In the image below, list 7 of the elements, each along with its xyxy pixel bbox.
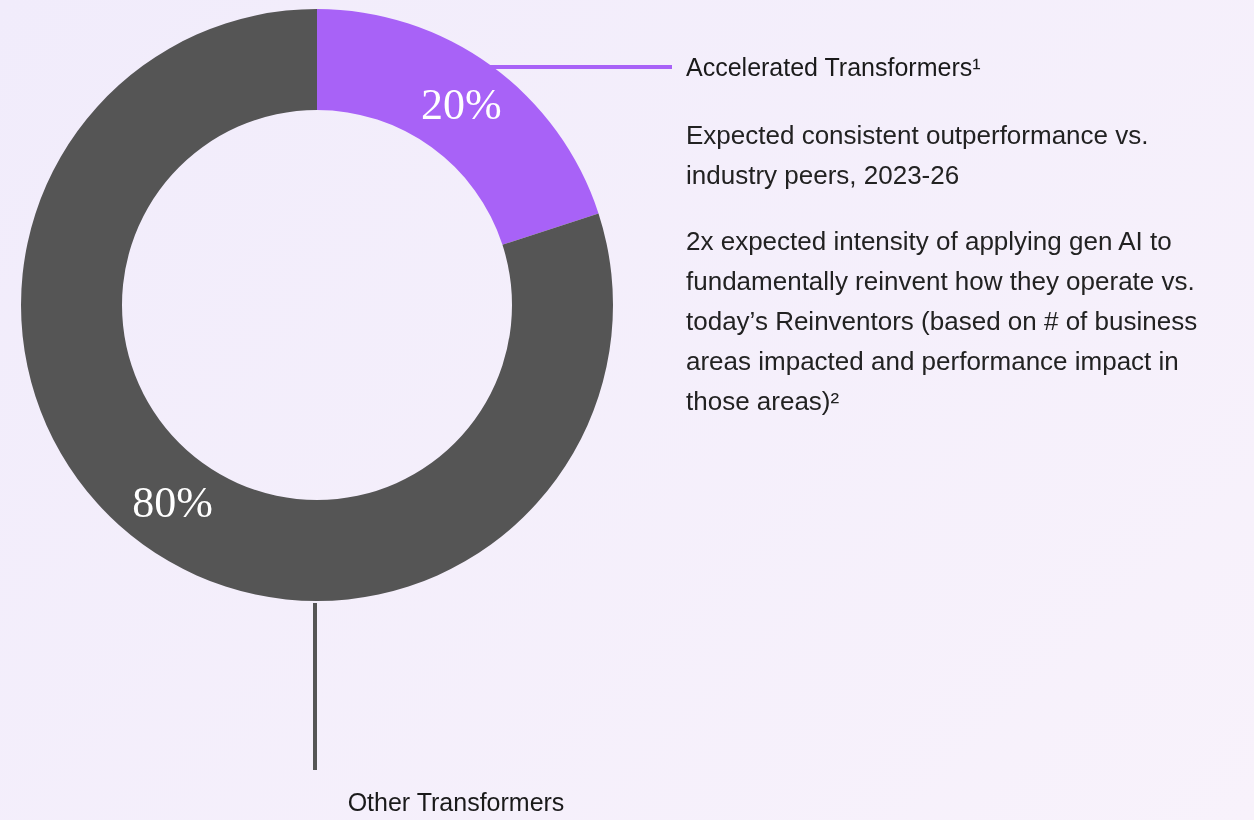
data-label: 20%: [420, 80, 502, 130]
text: Expected consistent outperformance vs. industry peers, 2023-26: [686, 120, 1149, 190]
slice-label: Accelerated Transformers¹: [686, 53, 981, 81]
slice-label: Other Transformers: [347, 788, 565, 816]
donut-slice: [21, 9, 613, 601]
data-label: 80%: [132, 477, 214, 527]
text: 2x expected intensity of applying gen AI to fundamentally reinvent how they operate vs. today’s Reinventors (based on # of business areas impacted and performance impact in those areas)²: [686, 226, 1198, 416]
